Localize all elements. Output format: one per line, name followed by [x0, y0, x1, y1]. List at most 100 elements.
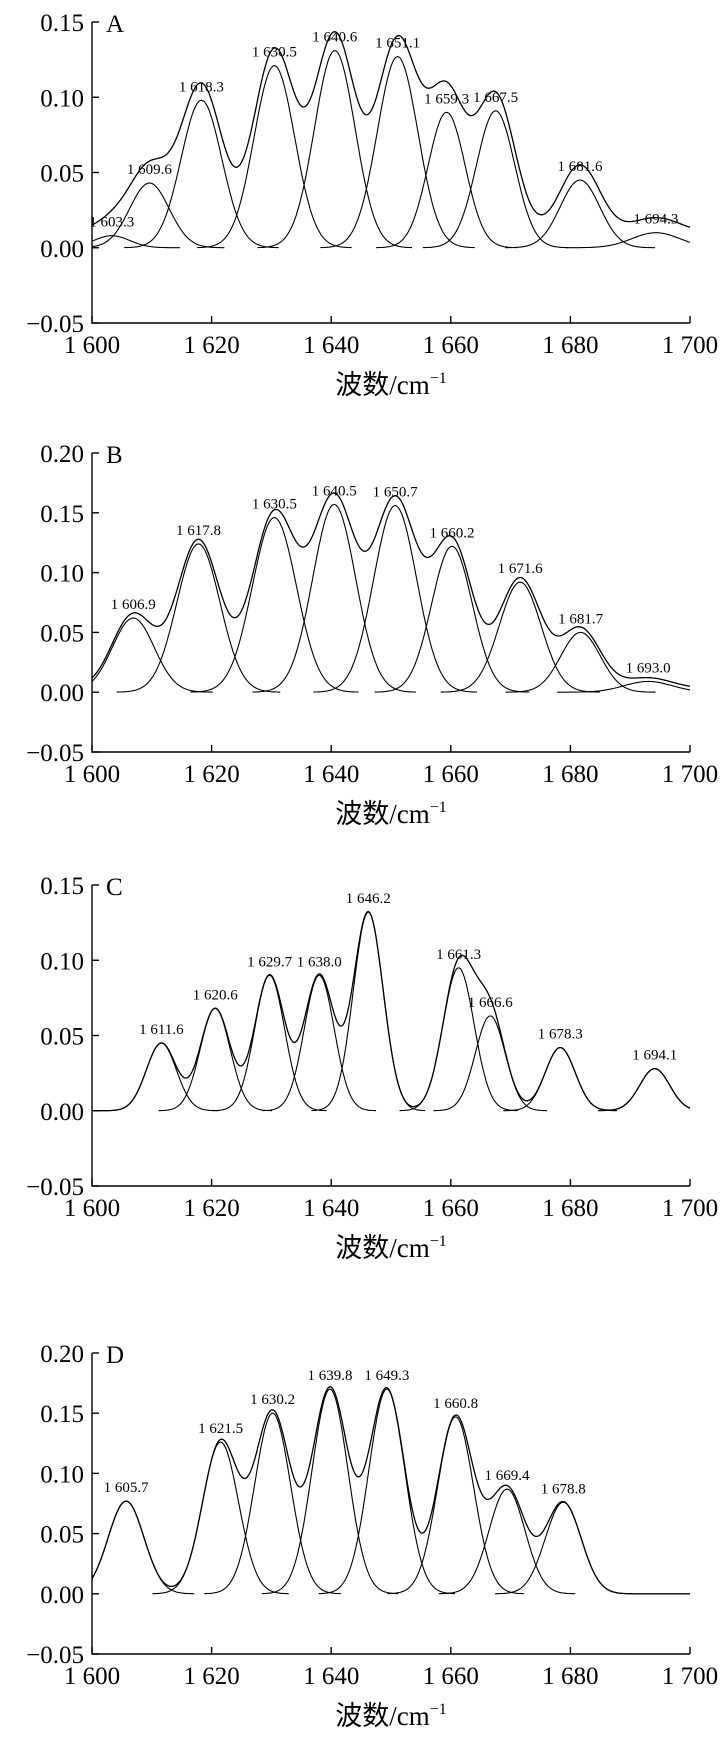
- fitted-peak-curve: [257, 50, 412, 249]
- peak-label: 1 646.2: [346, 891, 391, 907]
- fitted-peak-curve: [557, 680, 691, 693]
- x-tick-label: 1 680: [542, 332, 598, 359]
- peak-label: 1 649.3: [364, 1368, 409, 1384]
- envelope-curve: [91, 31, 691, 228]
- fitted-peak-curve: [91, 617, 213, 693]
- envelope-curve: [91, 1386, 690, 1595]
- fitted-peak-curve: [440, 581, 600, 693]
- x-tick-label: 1 620: [183, 1195, 239, 1222]
- peak-label: 1 603.3: [89, 215, 134, 231]
- y-tick-label: 0.00: [40, 680, 84, 707]
- fitted-peak-curve: [318, 1388, 456, 1595]
- peak-label: 1 606.9: [111, 597, 156, 613]
- x-tick-label: 1 660: [423, 1195, 479, 1222]
- peak-label: 1 694.1: [632, 1048, 677, 1064]
- peak-label: 1 611.6: [139, 1022, 184, 1038]
- peak-label: 1 678.3: [538, 1027, 583, 1043]
- peak-label: 1 666.6: [468, 995, 514, 1011]
- y-tick-label: −0.05: [26, 1174, 84, 1201]
- peak-label: 1 609.6: [127, 162, 173, 178]
- peak-label: 1 651.1: [375, 36, 420, 52]
- x-tick-label: 1 660: [423, 332, 479, 359]
- x-tick-label: 1 700: [662, 332, 718, 359]
- fitted-peak-curve: [505, 179, 655, 249]
- peak-label: 1 630.5: [252, 497, 297, 513]
- x-tick-label: 1 600: [64, 1663, 120, 1690]
- fitted-peak-curve: [91, 235, 180, 249]
- fitted-peak-curve: [399, 967, 518, 1112]
- y-tick-label: 0.05: [40, 620, 84, 647]
- y-tick-label: −0.05: [26, 740, 84, 767]
- fitted-peak-curve: [116, 543, 281, 693]
- x-tick-label: 1 600: [64, 332, 120, 359]
- fitted-peak-curve: [505, 631, 656, 693]
- y-tick-label: 0.00: [40, 1582, 84, 1609]
- x-tick-label: 1 660: [423, 761, 479, 788]
- x-tick-label: 1 620: [183, 332, 239, 359]
- y-tick-label: 0.15: [40, 501, 84, 528]
- y-tick-label: 0.10: [40, 948, 84, 975]
- fitted-peak-curve: [152, 1441, 289, 1595]
- fitted-peak-curve: [374, 545, 530, 693]
- panel-letter: C: [106, 874, 123, 901]
- peak-label: 1 650.7: [373, 485, 419, 501]
- y-tick-label: −0.05: [26, 1642, 84, 1669]
- peak-label: 1 620.6: [193, 987, 239, 1003]
- axis-frame: [91, 1353, 690, 1655]
- x-tick-label: 1 680: [542, 761, 598, 788]
- x-axis-title: 波数/cm−1: [335, 370, 447, 400]
- y-tick-label: 0.00: [40, 1099, 84, 1126]
- fitted-peak-curve: [597, 1068, 691, 1112]
- fitted-peak-curve: [91, 182, 225, 249]
- peak-label: 1 671.6: [498, 561, 544, 577]
- x-tick-label: 1 640: [303, 761, 359, 788]
- fitted-peak-curve: [91, 1500, 195, 1595]
- peak-label: 1 630.5: [252, 45, 297, 61]
- fitted-peak-curve: [503, 1046, 617, 1112]
- peak-label: 1 681.6: [557, 159, 603, 175]
- y-tick-label: 0.05: [40, 1024, 84, 1051]
- peak-label: 1 630.2: [250, 1392, 295, 1408]
- x-tick-label: 1 700: [662, 1195, 718, 1222]
- y-tick-label: 0.20: [40, 441, 84, 468]
- x-tick-label: 1 700: [662, 1663, 718, 1690]
- fitted-peak-curve: [376, 111, 518, 249]
- peak-label: 1 660.2: [429, 525, 474, 541]
- envelope-curve: [91, 492, 691, 687]
- peak-label: 1 629.7: [247, 954, 293, 970]
- y-tick-label: 0.10: [40, 85, 84, 112]
- fitted-peak-curve: [433, 1015, 548, 1112]
- peak-label: 1 669.4: [485, 1468, 531, 1484]
- peak-label: 1 638.0: [297, 954, 342, 970]
- y-tick-label: −0.05: [26, 311, 84, 338]
- peak-label: 1 618.3: [179, 79, 224, 95]
- x-axis-title: 波数/cm−1: [335, 799, 447, 829]
- x-tick-label: 1 640: [303, 1195, 359, 1222]
- peak-label: 1 605.7: [104, 1480, 150, 1496]
- envelope-curve: [92, 910, 691, 1112]
- fitted-peak-curve: [313, 505, 478, 693]
- fitted-peak-curve: [565, 232, 691, 249]
- y-tick-label: 0.15: [40, 1401, 84, 1428]
- fitted-peak-curve: [197, 65, 352, 249]
- fitted-peak-curve: [320, 56, 475, 249]
- x-tick-label: 1 640: [303, 332, 359, 359]
- y-tick-label: 0.20: [40, 1341, 84, 1368]
- y-tick-label: 0.05: [40, 161, 84, 188]
- y-tick-label: 0.10: [40, 1461, 84, 1488]
- x-tick-label: 1 660: [423, 1663, 479, 1690]
- x-tick-label: 1 640: [303, 1663, 359, 1690]
- fitted-peak-curve: [261, 1388, 399, 1595]
- fitted-peak-curve: [438, 1488, 576, 1595]
- peak-label: 1 640.6: [312, 30, 358, 46]
- x-tick-label: 1 620: [183, 1663, 239, 1690]
- peak-label: 1 661.3: [436, 947, 481, 963]
- y-tick-label: 0.05: [40, 1522, 84, 1549]
- peak-label: 1 659.3: [424, 91, 469, 107]
- fitted-peak-curve: [262, 974, 377, 1112]
- x-tick-label: 1 600: [64, 761, 120, 788]
- x-axis-title: 波数/cm−1: [335, 1701, 447, 1731]
- fitted-peak-curve: [252, 503, 417, 693]
- x-tick-label: 1 620: [183, 761, 239, 788]
- fitted-peak-curve: [422, 110, 569, 249]
